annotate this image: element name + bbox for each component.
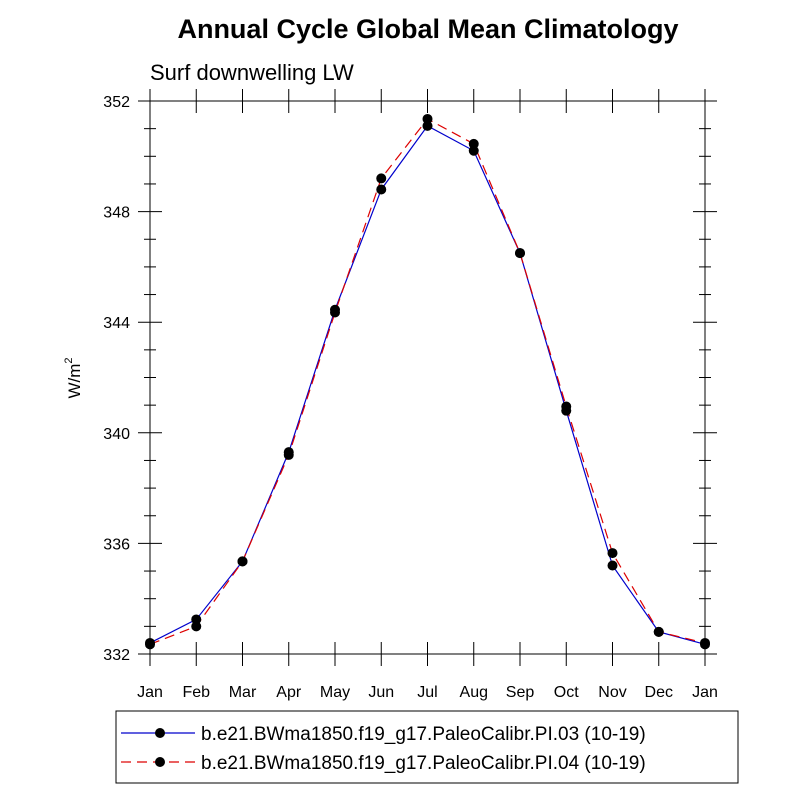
series-2-point bbox=[145, 639, 155, 650]
x-tick-label: Aug bbox=[460, 684, 488, 701]
x-tick-label: Apr bbox=[276, 684, 302, 701]
y-tick-label: 340 bbox=[103, 426, 130, 443]
x-tick-label: Mar bbox=[229, 684, 257, 701]
x-tick-label: May bbox=[320, 684, 350, 701]
y-axis-label-superscript: 2 bbox=[63, 357, 75, 363]
legend-box bbox=[115, 710, 739, 784]
plot-frame bbox=[149, 100, 706, 655]
legend: b.e21.BWma1850.f19_g17.PaleoCalibr.PI.03… bbox=[121, 724, 646, 774]
x-tick-label: Oct bbox=[554, 684, 579, 701]
y-tick-label: 336 bbox=[103, 536, 130, 553]
legend-marker-1 bbox=[155, 728, 165, 738]
y-tick-label: 352 bbox=[103, 94, 130, 111]
series-1-point bbox=[191, 614, 202, 625]
y-tick-label: 332 bbox=[103, 647, 130, 664]
series-1-point bbox=[376, 184, 387, 195]
series-2-point bbox=[561, 401, 572, 412]
x-tick-label: Jan bbox=[692, 684, 718, 701]
series-2-point bbox=[700, 637, 710, 648]
series-2-point bbox=[283, 449, 294, 460]
series-2-point bbox=[468, 138, 479, 149]
series-1-point bbox=[607, 560, 618, 571]
legend-label-1: b.e21.BWma1850.f19_g17.PaleoCalibr.PI.03… bbox=[201, 724, 646, 745]
series-line-1 bbox=[149, 125, 706, 645]
x-tick-labels: Jan Feb Mar Apr May Jun Jul Aug Sep Oct Nov Dec Jan bbox=[137, 684, 718, 701]
x-tick-label: Nov bbox=[598, 684, 626, 701]
svg-text:W/m2: W/m2 bbox=[63, 357, 84, 398]
y-axis-label-base: W/m bbox=[65, 364, 84, 399]
y-tick-label: 344 bbox=[103, 315, 130, 332]
axis-ticks bbox=[138, 89, 717, 666]
x-tick-label: Jan bbox=[137, 684, 163, 701]
series-2-point bbox=[515, 248, 525, 259]
chart-subtitle: Surf downwelling LW bbox=[150, 60, 354, 85]
chart-title: Annual Cycle Global Mean Climatology bbox=[177, 14, 678, 44]
series-line-2 bbox=[149, 118, 706, 645]
series-group bbox=[145, 113, 710, 650]
y-axis-label: W/m2 bbox=[63, 357, 84, 398]
y-tick-labels: 332 336 340 344 348 352 bbox=[103, 94, 130, 664]
legend-marker-2 bbox=[155, 757, 165, 767]
legend-label-2: b.e21.BWma1850.f19_g17.PaleoCalibr.PI.04… bbox=[201, 753, 646, 774]
series-2-point bbox=[191, 621, 202, 632]
x-tick-label: Sep bbox=[506, 684, 535, 701]
x-tick-label: Feb bbox=[182, 684, 210, 701]
series-2-point bbox=[376, 173, 387, 184]
series-2-point bbox=[653, 626, 664, 637]
series-2-point bbox=[237, 556, 248, 567]
series-2-point bbox=[607, 548, 618, 559]
series-1-point bbox=[468, 145, 479, 156]
series-2-point bbox=[330, 307, 340, 318]
series-1-point bbox=[422, 120, 433, 131]
x-tick-label: Dec bbox=[645, 684, 673, 701]
x-tick-label: Jul bbox=[417, 684, 437, 701]
x-tick-label: Jun bbox=[368, 684, 394, 701]
series-2-point bbox=[422, 113, 433, 124]
y-tick-label: 348 bbox=[103, 205, 130, 222]
